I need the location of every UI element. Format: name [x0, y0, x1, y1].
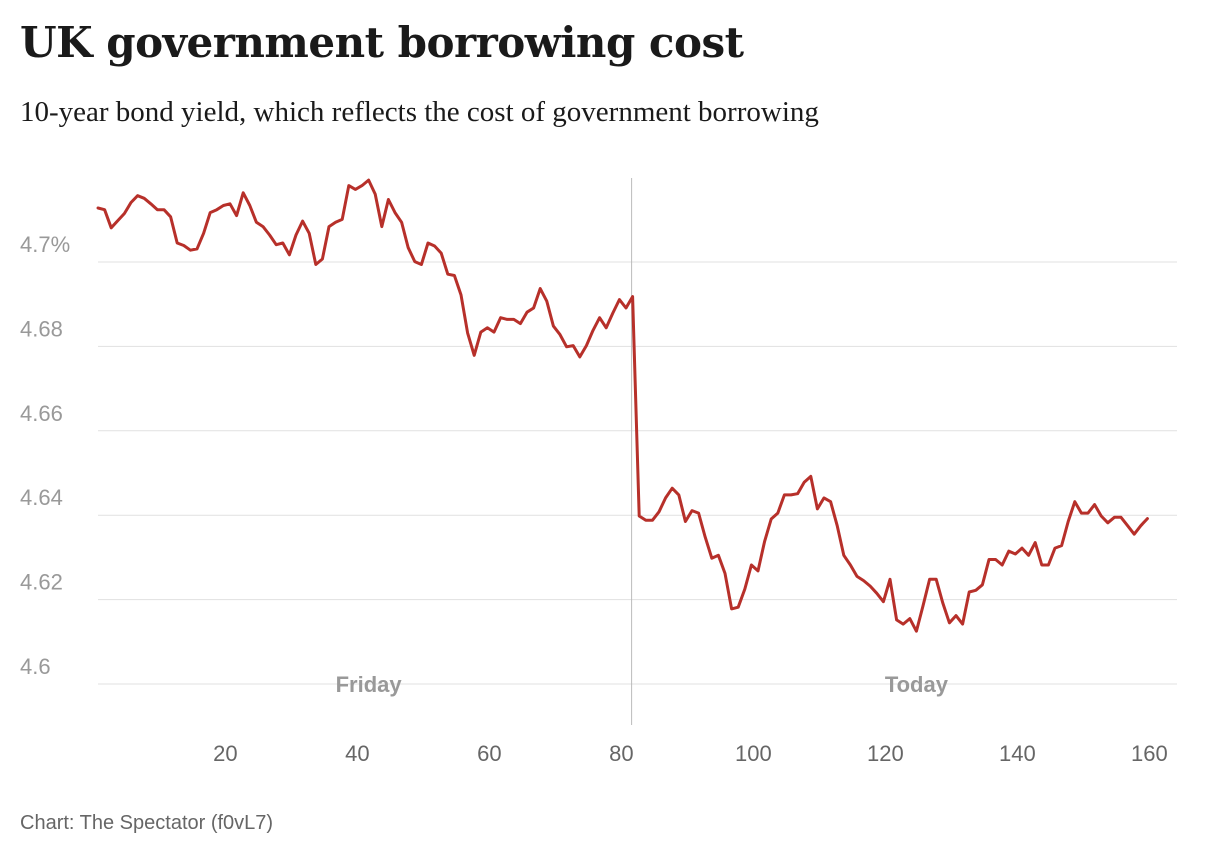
chart-title: UK government borrowing cost — [20, 18, 744, 67]
gridlines — [98, 178, 1177, 725]
line-chart: 4.6 4.62 4.64 4.66 4.68 4.7% 20 40 60 80 100 120 14… — [20, 178, 1177, 766]
x-tick-label: 40 — [345, 741, 369, 766]
series-line-bond-yield — [96, 178, 1149, 633]
series — [96, 178, 1149, 633]
y-tick-label: 4.68 — [20, 316, 63, 341]
y-axis: 4.6 4.62 4.64 4.66 4.68 4.7% — [20, 232, 70, 679]
x-tick-label: 80 — [609, 741, 633, 766]
day-label: Today — [885, 672, 949, 697]
y-tick-label: 4.66 — [20, 401, 63, 426]
y-tick-label: 4.6 — [20, 654, 51, 679]
x-tick-label: 100 — [735, 741, 772, 766]
x-tick-label: 20 — [213, 741, 237, 766]
annotations: Friday Today — [336, 672, 949, 697]
chart-subtitle: 10-year bond yield, which reflects the c… — [20, 96, 819, 128]
x-tick-label: 60 — [477, 741, 501, 766]
chart-credit: Chart: The Spectator (f0vL7) — [20, 812, 274, 834]
x-axis: 20 40 60 80 100 120 140 160 — [213, 741, 1168, 766]
y-tick-label: 4.62 — [20, 570, 63, 595]
x-tick-label: 140 — [999, 741, 1036, 766]
y-tick-label: 4.7% — [20, 232, 70, 257]
y-tick-label: 4.64 — [20, 485, 63, 510]
x-tick-label: 120 — [867, 741, 904, 766]
x-tick-label: 160 — [1131, 741, 1168, 766]
day-label: Friday — [336, 672, 403, 697]
